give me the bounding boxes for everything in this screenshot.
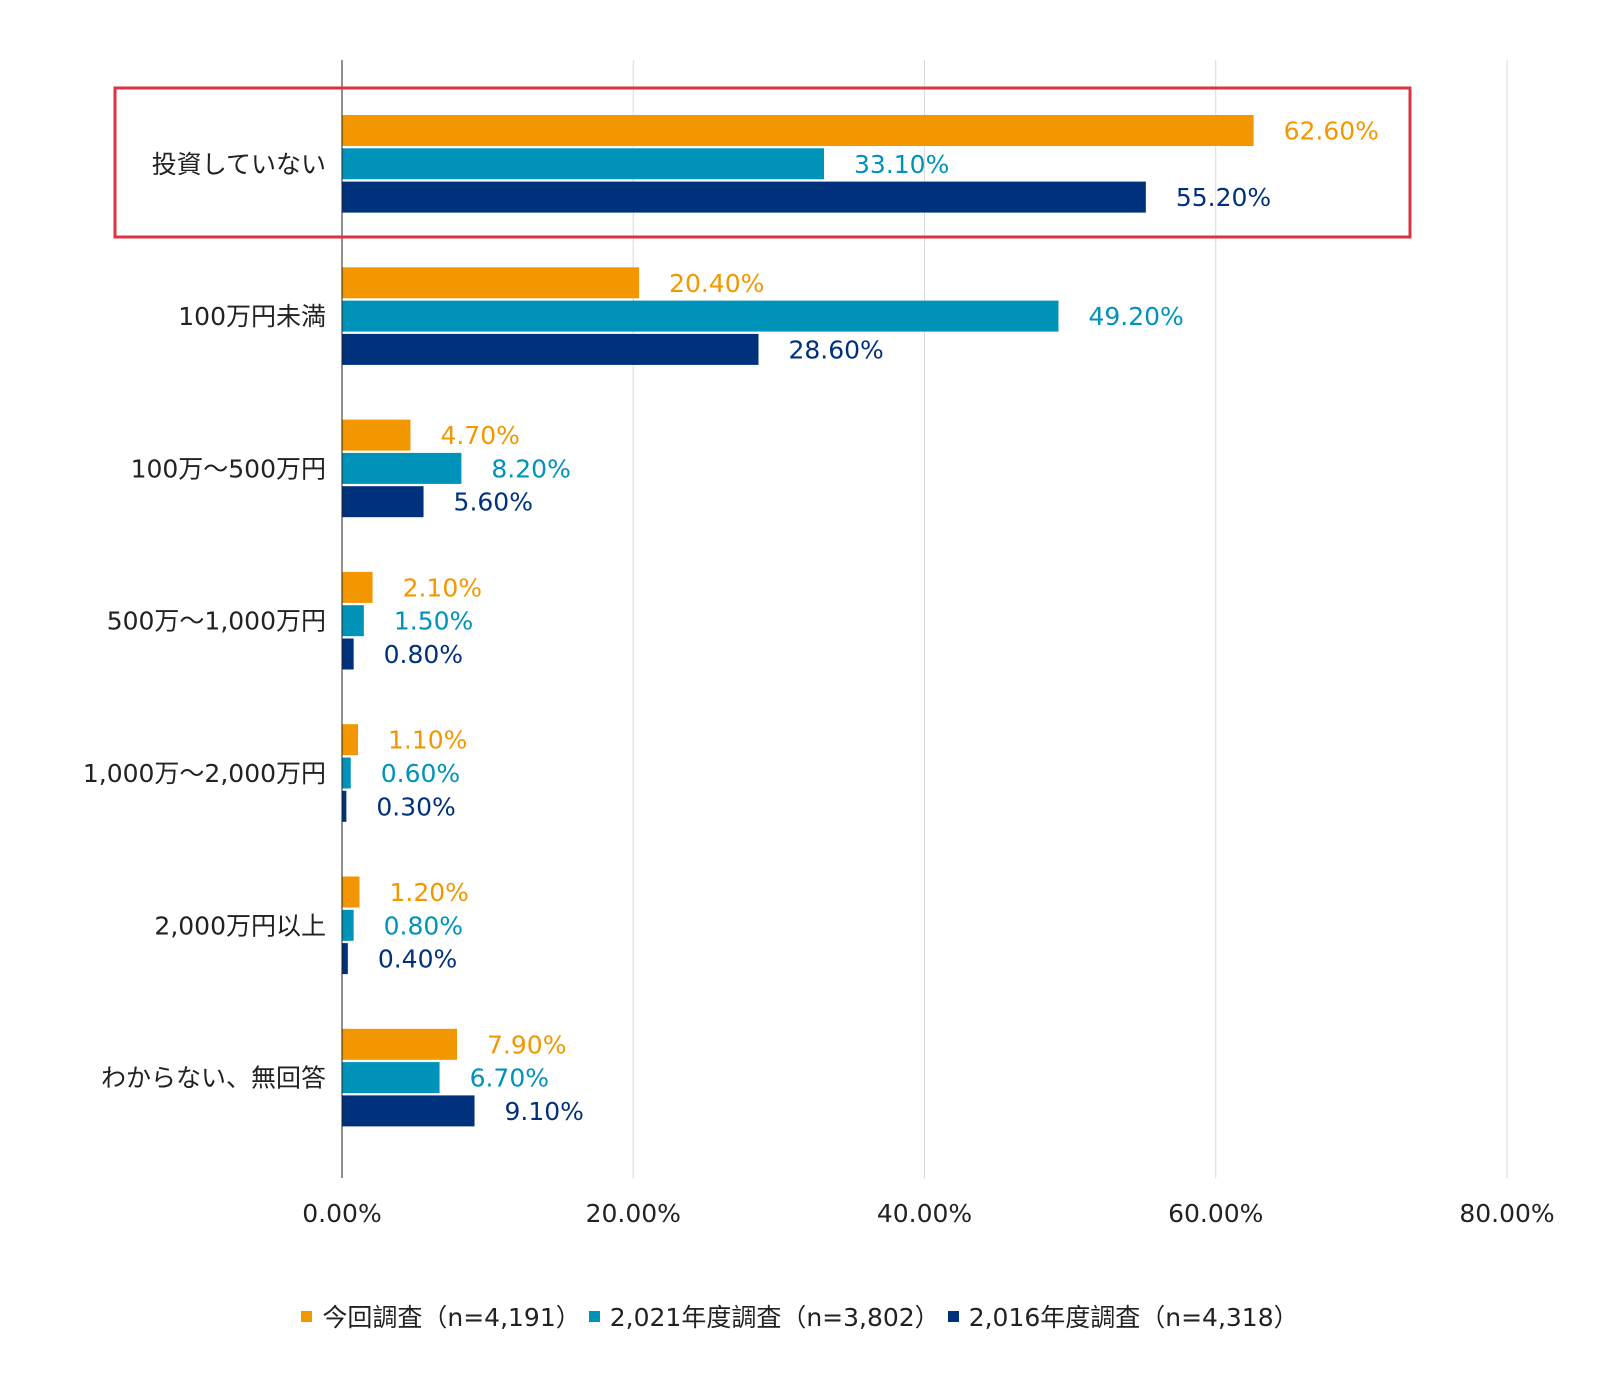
data-label: 0.40% (378, 945, 457, 974)
data-label: 0.80% (384, 640, 463, 669)
bar (342, 571, 373, 603)
data-label: 5.60% (454, 488, 533, 517)
data-label: 28.60% (788, 335, 883, 364)
x-tick-label: 20.00% (586, 1199, 681, 1228)
x-tick-label: 80.00% (1459, 1199, 1554, 1228)
bar (342, 1095, 475, 1127)
data-label: 1.50% (394, 607, 473, 636)
bar (342, 1028, 458, 1060)
bar (342, 790, 347, 822)
data-label: 49.20% (1088, 302, 1183, 331)
data-label: 2.10% (403, 573, 482, 602)
legend-swatch-current (301, 1310, 313, 1322)
legend-item-2021: 2,021年度調査（n=3,802） (588, 1298, 940, 1334)
x-tick-label: 0.00% (302, 1199, 381, 1228)
data-label: 0.30% (376, 792, 455, 821)
x-tick-label: 40.00% (877, 1199, 972, 1228)
bar (342, 638, 354, 670)
bar (342, 876, 360, 908)
data-label: 62.60% (1284, 117, 1379, 146)
x-tick-label: 60.00% (1168, 1199, 1263, 1228)
bar (342, 486, 424, 518)
legend-item-current: 今回調査（n=4,191） (301, 1298, 581, 1334)
data-label: 8.20% (491, 454, 570, 483)
category-label: 1,000万～2,000万円 (83, 759, 326, 788)
legend-label-2021: 2,021年度調査（n=3,802） (609, 1303, 940, 1332)
bar (342, 1062, 440, 1094)
category-label: 500万～1,000万円 (107, 607, 326, 636)
legend-label-current: 今回調査（n=4,191） (322, 1303, 581, 1332)
bar (342, 452, 462, 484)
data-label: 7.90% (487, 1030, 566, 1059)
bar (342, 333, 759, 365)
category-label: わからない、無回答 (101, 1064, 326, 1093)
data-label: 0.60% (381, 759, 460, 788)
category-label: 100万～500万円 (131, 454, 326, 483)
bar (342, 181, 1146, 213)
category-label: 100万円未満 (178, 302, 326, 331)
bar (342, 943, 348, 975)
data-label: 20.40% (669, 269, 764, 298)
data-label: 1.20% (389, 878, 468, 907)
data-label: 33.10% (854, 150, 949, 179)
bar (342, 419, 411, 451)
bar (342, 909, 354, 941)
data-label: 55.20% (1176, 183, 1271, 212)
legend: 今回調査（n=4,191） 2,021年度調査（n=3,802） 2,016年度… (0, 1298, 1600, 1334)
legend-label-2016: 2,016年度調査（n=4,318） (968, 1303, 1299, 1332)
data-label: 4.70% (440, 421, 519, 450)
category-label: 投資していない (152, 150, 326, 179)
bar (342, 148, 825, 180)
bar (342, 300, 1059, 332)
data-label: 9.10% (505, 1097, 584, 1126)
bar (342, 605, 364, 637)
bar (342, 267, 640, 299)
bar (342, 724, 359, 756)
data-label: 0.80% (384, 911, 463, 940)
legend-swatch-2021 (588, 1310, 600, 1322)
legend-item-2016: 2,016年度調査（n=4,318） (947, 1298, 1299, 1334)
bar (342, 115, 1254, 146)
data-label: 1.10% (388, 726, 467, 755)
highlight-box (113, 86, 1412, 239)
data-label: 6.70% (470, 1064, 549, 1093)
bar (342, 757, 351, 789)
legend-swatch-2016 (947, 1310, 959, 1322)
category-label: 2,000万円以上 (154, 911, 326, 940)
bar-chart: 0.00% 20.00% 40.00% 60.00% 80.00% 62.60% 33.10… (83, 60, 1555, 1228)
